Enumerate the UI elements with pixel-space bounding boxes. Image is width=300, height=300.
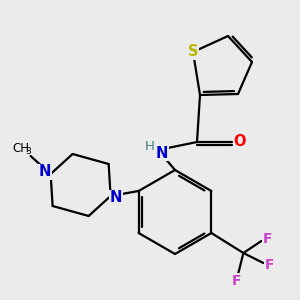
Text: F: F [265,258,274,272]
Text: O: O [234,134,246,149]
Text: N: N [110,190,122,206]
Text: 3: 3 [26,148,32,157]
Text: F: F [262,232,272,246]
Text: H: H [145,140,155,152]
Text: N: N [38,164,51,179]
Text: CH: CH [12,142,29,154]
Text: N: N [156,146,168,160]
Text: S: S [188,44,198,59]
Text: F: F [232,274,241,288]
